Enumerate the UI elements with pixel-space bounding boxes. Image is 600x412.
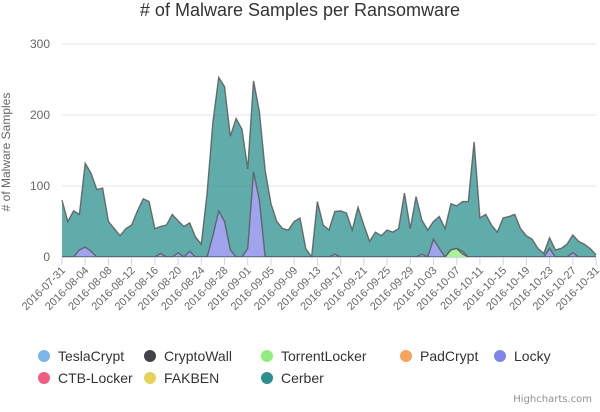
legend-marker	[400, 350, 412, 362]
legend-label: Locky	[514, 348, 551, 364]
legend-marker	[144, 350, 156, 362]
legend-marker	[261, 350, 273, 362]
legend-marker	[261, 372, 273, 384]
legend-item-teslacrypt[interactable]: TeslaCrypt	[38, 348, 124, 364]
legend-label: CryptoWall	[164, 348, 232, 364]
legend-label: TorrentLocker	[281, 348, 367, 364]
chart-title: # of Malware Samples per Ransomware	[140, 0, 460, 20]
legend-item-cerber[interactable]: Cerber	[261, 370, 324, 386]
axis-layer: 01002003002016-07-312016-08-042016-08-08…	[20, 37, 600, 313]
legend: TeslaCrypt CryptoWall TorrentLocker PadCryp…	[38, 348, 551, 386]
legend-item-torrentlocker[interactable]: TorrentLocker	[261, 348, 367, 364]
legend-marker	[38, 350, 50, 362]
legend-item-cryptowall[interactable]: CryptoWall	[144, 348, 232, 364]
legend-label: FAKBEN	[164, 370, 219, 386]
legend-marker	[144, 372, 156, 384]
legend-label: TeslaCrypt	[58, 348, 124, 364]
y-tick-label: 100	[30, 179, 50, 193]
legend-item-fakben[interactable]: FAKBEN	[144, 370, 219, 386]
credits-link[interactable]: Highcharts.com	[513, 394, 592, 405]
legend-marker	[494, 350, 506, 362]
y-tick-label: 0	[43, 250, 50, 264]
y-tick-label: 300	[30, 37, 50, 51]
y-tick-label: 200	[30, 108, 50, 122]
y-axis-title: # of Malware Samples	[0, 93, 13, 212]
legend-label: CTB-Locker	[58, 370, 133, 386]
legend-label: Cerber	[281, 370, 324, 386]
legend-item-ctb-locker[interactable]: CTB-Locker	[38, 370, 133, 386]
legend-marker	[38, 372, 50, 384]
series-area-cerber	[62, 77, 596, 258]
legend-label: PadCrypt	[420, 348, 478, 364]
legend-item-locky[interactable]: Locky	[494, 348, 551, 364]
series-line-cerber	[61, 75, 597, 259]
series-layer	[61, 75, 597, 259]
legend-item-padcrypt[interactable]: PadCrypt	[400, 348, 478, 364]
